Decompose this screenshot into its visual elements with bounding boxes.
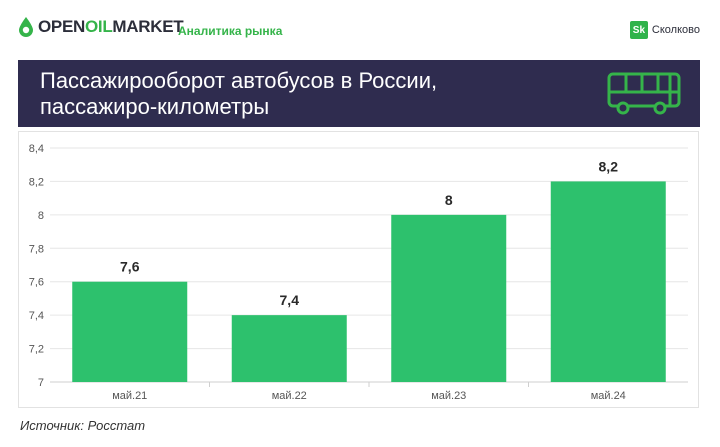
y-tick-label: 7,4 bbox=[29, 310, 44, 322]
bar bbox=[550, 181, 666, 382]
skolkovo-badge: Sk bbox=[629, 21, 648, 39]
skolkovo-logo: Sk Сколково bbox=[629, 21, 700, 39]
x-tick-label: май.24 bbox=[591, 390, 626, 402]
bar bbox=[231, 315, 347, 382]
x-tick-label: май.21 bbox=[112, 390, 147, 402]
x-tick-label: май.22 bbox=[272, 390, 307, 402]
data-label: 8 bbox=[445, 192, 453, 208]
logo-text: OPENOILMARKET bbox=[38, 17, 184, 37]
chart-title: Пассажирооборот автобусов в России, пасс… bbox=[40, 68, 437, 120]
skolkovo-label: Сколково bbox=[651, 24, 700, 36]
chart-title-line1: Пассажирооборот автобусов в России, bbox=[40, 68, 438, 93]
y-tick-label: 7,8 bbox=[29, 243, 44, 255]
data-label: 8,2 bbox=[599, 158, 619, 174]
logo-text-market: MARKET bbox=[112, 17, 184, 36]
bar bbox=[391, 214, 507, 382]
x-tick-label: май.23 bbox=[431, 390, 466, 402]
chart-frame: 7 7,2 7,4 7,6 7,8 8 8,2 8,4 7,6 май.21 7,4 май.22 8 м… bbox=[18, 131, 699, 408]
openoilmarket-logo[interactable]: OPENOILMARKET bbox=[18, 16, 184, 38]
data-label: 7,6 bbox=[120, 259, 140, 275]
data-label: 7,4 bbox=[280, 292, 300, 308]
y-tick-label: 8 bbox=[38, 210, 44, 222]
bar bbox=[72, 281, 188, 382]
chart-title-line2: пассажиро-километры bbox=[40, 94, 270, 119]
bar-chart: 7 7,2 7,4 7,6 7,8 8 8,2 8,4 7,6 май.21 7,4 май.22 8 м… bbox=[29, 143, 688, 402]
y-tick-label: 7,6 bbox=[29, 277, 44, 289]
y-tick-label: 8,2 bbox=[29, 176, 44, 188]
tagline: Аналитика рынка bbox=[178, 24, 283, 38]
y-tick-label: 7,2 bbox=[29, 344, 44, 356]
top-bar: OPENOILMARKET Аналитика рынка Sk Сколков… bbox=[0, 0, 720, 58]
drop-logo-icon bbox=[19, 17, 33, 37]
bus-icon bbox=[607, 72, 681, 115]
logo-text-open: OPEN bbox=[38, 17, 85, 36]
y-tick-label: 7 bbox=[38, 377, 44, 389]
y-tick-label: 8,4 bbox=[29, 143, 44, 155]
title-banner: Пассажирооборот автобусов в России, пасс… bbox=[18, 60, 700, 127]
logo-text-oil: OIL bbox=[84, 17, 113, 36]
source-note: Источник: Росстат bbox=[20, 418, 146, 433]
